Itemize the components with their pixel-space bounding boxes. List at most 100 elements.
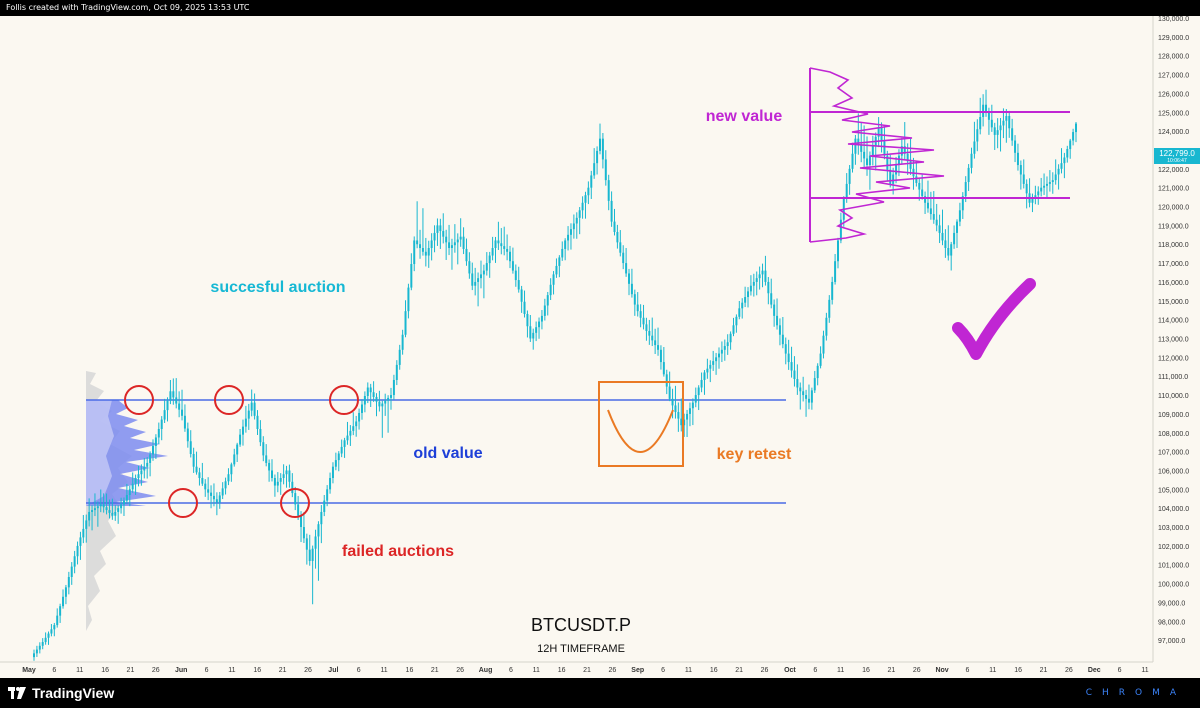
- candle-body: [482, 270, 485, 275]
- candle-body: [985, 104, 988, 113]
- candle-body: [477, 278, 480, 282]
- candle-body: [311, 548, 314, 561]
- candle-body: [157, 428, 160, 438]
- candle-body: [192, 453, 195, 467]
- candle-body: [1008, 116, 1011, 129]
- candle-body: [575, 217, 578, 224]
- tradingview-logo[interactable]: TradingView: [8, 685, 114, 701]
- candle-body: [979, 116, 982, 130]
- candle-body: [265, 455, 268, 463]
- x-tick-label: 6: [966, 667, 970, 674]
- candle-body: [604, 159, 607, 181]
- candle-body: [752, 281, 755, 286]
- candle-body: [1054, 174, 1057, 181]
- candle-body: [317, 524, 320, 537]
- candle-body: [607, 180, 610, 201]
- candle-body: [825, 317, 828, 336]
- candle-body: [1075, 123, 1077, 133]
- candle-body: [152, 445, 155, 455]
- x-tick-label: Aug: [479, 667, 493, 674]
- candle-body: [1016, 152, 1019, 166]
- candle-body: [198, 472, 201, 479]
- candle-body: [56, 615, 59, 626]
- candle-body: [131, 483, 134, 490]
- price-chart[interactable]: 97,000.0 98,000.0 99,000.0 100,000.0 101,000…: [0, 16, 1200, 678]
- y-tick-label: 103,000.0: [1158, 525, 1189, 532]
- y-tick-label: 99,000.0: [1158, 600, 1185, 607]
- candle-body: [726, 342, 729, 347]
- candle-body: [805, 395, 808, 399]
- candle-body: [662, 362, 665, 375]
- x-tick-label: 21: [279, 667, 287, 674]
- x-tick-label: 21: [1040, 667, 1048, 674]
- candle-body: [459, 236, 462, 240]
- candle-body: [778, 325, 781, 335]
- candle-body: [390, 395, 393, 398]
- candle-body: [532, 332, 535, 339]
- y-tick-label: 111,000.0: [1158, 374, 1188, 381]
- candle-body: [961, 196, 964, 211]
- x-tick-label: 6: [205, 667, 209, 674]
- candle-body: [35, 649, 38, 654]
- candle-body: [558, 257, 561, 266]
- candle-body: [921, 189, 924, 197]
- candle-body: [929, 208, 932, 215]
- candle-body: [909, 161, 912, 169]
- candle-body: [834, 261, 837, 282]
- candle-body: [761, 270, 764, 275]
- y-tick-label: 109,000.0: [1158, 412, 1189, 419]
- candle-body: [308, 549, 311, 561]
- watermark-chroma: CHROMA: [1085, 688, 1186, 698]
- candle-body: [668, 386, 671, 399]
- candle-body: [686, 413, 689, 420]
- candle-body: [1043, 185, 1046, 188]
- candle-body: [938, 225, 941, 233]
- candle-body: [1057, 168, 1060, 175]
- x-tick-label: 11: [1141, 667, 1148, 674]
- candle-body: [500, 243, 503, 247]
- candle-body: [578, 210, 581, 218]
- candle-body: [683, 419, 686, 426]
- x-tick-label: 26: [1065, 667, 1073, 674]
- x-tick-label: 6: [509, 667, 513, 674]
- candle-body: [561, 248, 564, 258]
- candle-body: [932, 214, 935, 220]
- candle-body: [892, 174, 895, 184]
- x-tick-label: 26: [152, 667, 160, 674]
- candle-body: [163, 410, 166, 420]
- candle-body: [633, 294, 636, 305]
- candle-body: [836, 240, 839, 262]
- candle-body: [773, 304, 776, 316]
- candle-body: [76, 545, 79, 557]
- candle-body: [273, 478, 276, 486]
- candle-body: [767, 281, 770, 294]
- failed-auction-circle: [214, 385, 244, 415]
- candle-body: [581, 202, 584, 211]
- candle-body: [73, 556, 76, 567]
- candle-body: [99, 504, 102, 507]
- candle-body: [1040, 187, 1043, 192]
- x-tick-label: 11: [685, 667, 692, 674]
- candle-body: [102, 504, 105, 508]
- x-tick-label: Sep: [631, 667, 644, 674]
- candle-body: [207, 489, 210, 493]
- candle-body: [108, 510, 111, 513]
- failed-auction-circle: [329, 385, 359, 415]
- candle-body: [343, 440, 346, 447]
- candle-body: [584, 195, 587, 203]
- candle-body: [877, 127, 880, 137]
- candle-body: [503, 246, 506, 249]
- new-value-profile-curve: [809, 67, 945, 243]
- candle-body: [1019, 165, 1022, 175]
- candle-body: [677, 412, 680, 419]
- candle-body: [1063, 157, 1066, 164]
- candle-body: [744, 297, 747, 303]
- y-tick-label: 106,000.0: [1158, 468, 1189, 475]
- candle-body: [572, 223, 575, 230]
- candle-body: [253, 402, 256, 416]
- current-price-tag: [1154, 148, 1200, 164]
- y-tick-label: 110,000.0: [1158, 393, 1189, 400]
- candle-body: [230, 464, 233, 475]
- candle-body: [195, 466, 198, 473]
- x-tick-label: 26: [761, 667, 769, 674]
